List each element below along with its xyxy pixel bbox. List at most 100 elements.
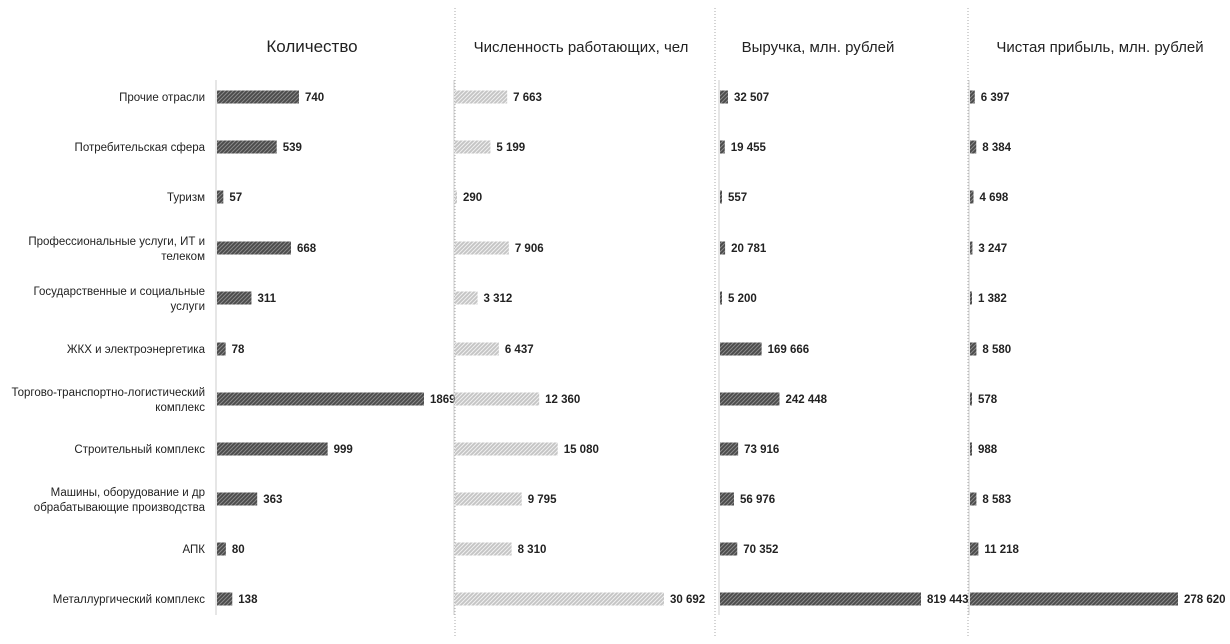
panel-3: Выручка, млн. рублей 32 507 19 455 557 20 78… <box>718 39 969 615</box>
data-label: 1869 <box>430 394 456 406</box>
bar <box>970 90 975 104</box>
data-label: 5 199 <box>496 142 525 154</box>
bar <box>720 592 921 606</box>
data-label: 988 <box>978 444 998 456</box>
data-label: 169 666 <box>768 344 810 356</box>
category-labels: Прочие отрасли Потребительская сфера Туриз… <box>11 92 205 606</box>
bar <box>720 442 739 456</box>
data-label: 557 <box>728 192 747 204</box>
category-label: Потребительская сфера <box>75 142 206 154</box>
panel-title: Выручка, млн. рублей <box>742 39 895 56</box>
category-label: Государственные и социальные услуги <box>34 286 205 313</box>
category-label: Профессиональные услуги, ИТ и телеком <box>28 236 205 263</box>
bar <box>970 342 977 356</box>
data-label: 8 384 <box>982 142 1011 154</box>
data-label: 78 <box>232 344 245 356</box>
bar <box>217 592 233 606</box>
data-label: 56 976 <box>740 494 775 506</box>
data-label: 668 <box>297 243 317 255</box>
bar <box>970 140 977 154</box>
panel-1: Количество 740 539 57 668 311 78 1869 999 363 80 13… <box>215 37 456 615</box>
data-label: 70 352 <box>743 544 778 556</box>
category-label: ЖКХ и электроэнергетика <box>67 344 206 356</box>
data-label: 363 <box>263 494 282 506</box>
data-label: 4 698 <box>980 192 1009 204</box>
data-label: 311 <box>257 293 276 305</box>
data-label: 1 382 <box>978 293 1007 305</box>
data-label: 278 620 <box>1184 594 1226 606</box>
panels: Количество 740 539 57 668 311 78 1869 999 363 80 13… <box>215 37 1226 615</box>
bar <box>970 291 972 305</box>
data-label: 8 310 <box>518 544 547 556</box>
bar <box>970 492 977 506</box>
bar <box>970 241 973 255</box>
data-label: 6 397 <box>981 92 1010 104</box>
bar <box>720 241 726 255</box>
bar <box>455 542 512 556</box>
data-label: 7 663 <box>513 92 542 104</box>
bar <box>720 342 762 356</box>
bar <box>455 342 499 356</box>
data-label: 3 247 <box>978 243 1007 255</box>
data-label: 57 <box>229 192 242 204</box>
data-label: 539 <box>283 142 302 154</box>
category-label: Машины, оборудование и др обрабатывающие … <box>34 487 206 514</box>
bar <box>720 291 722 305</box>
bar <box>455 140 491 154</box>
data-label: 6 437 <box>505 344 534 356</box>
bar <box>970 392 972 406</box>
data-label: 19 455 <box>731 142 767 154</box>
data-label: 7 906 <box>515 243 544 255</box>
category-label: Строительный комплекс <box>74 444 205 456</box>
bar <box>720 140 725 154</box>
data-label: 578 <box>978 394 998 406</box>
panel-2: Численность работающих, чел 7 663 5 199 290… <box>453 39 705 615</box>
bar <box>720 542 738 556</box>
bar <box>217 442 328 456</box>
bar <box>455 90 508 104</box>
category-label: Прочие отрасли <box>119 92 205 104</box>
category-label: Металлургический комплекс <box>53 594 205 606</box>
bar <box>217 542 226 556</box>
data-label: 9 795 <box>528 494 557 506</box>
bar <box>970 592 1178 606</box>
bar <box>217 492 258 506</box>
data-label: 8 583 <box>982 494 1011 506</box>
bar <box>970 442 972 456</box>
data-label: 819 443 <box>927 594 969 606</box>
data-label: 11 218 <box>984 544 1019 556</box>
category-label: Торгово-транспортно-логистический комплек… <box>11 387 205 414</box>
bar <box>970 190 974 204</box>
bar <box>217 140 277 154</box>
bar <box>720 492 734 506</box>
bar <box>217 392 424 406</box>
bar <box>217 90 299 104</box>
data-label: 242 448 <box>785 394 827 406</box>
data-label: 73 916 <box>744 444 779 456</box>
bar <box>217 190 224 204</box>
bar <box>720 190 722 204</box>
panel-title: Количество <box>266 37 357 56</box>
data-label: 20 781 <box>731 243 767 255</box>
bar <box>217 291 252 305</box>
data-label: 8 580 <box>982 344 1011 356</box>
bar <box>455 592 664 606</box>
data-label: 138 <box>238 594 258 606</box>
data-label: 30 692 <box>670 594 705 606</box>
data-label: 80 <box>232 544 245 556</box>
data-label: 740 <box>305 92 324 104</box>
data-label: 32 507 <box>734 92 769 104</box>
data-label: 5 200 <box>728 293 757 305</box>
bar <box>455 442 558 456</box>
data-label: 12 360 <box>545 394 580 406</box>
data-label: 15 080 <box>564 444 599 456</box>
category-label: Туризм <box>167 192 205 204</box>
bar <box>455 392 540 406</box>
panel-title: Чистая прибыль, млн. рублей <box>996 39 1203 56</box>
panel-title: Численность работающих, чел <box>474 39 689 56</box>
bar <box>455 291 478 305</box>
bar <box>455 492 522 506</box>
bar <box>970 542 979 556</box>
